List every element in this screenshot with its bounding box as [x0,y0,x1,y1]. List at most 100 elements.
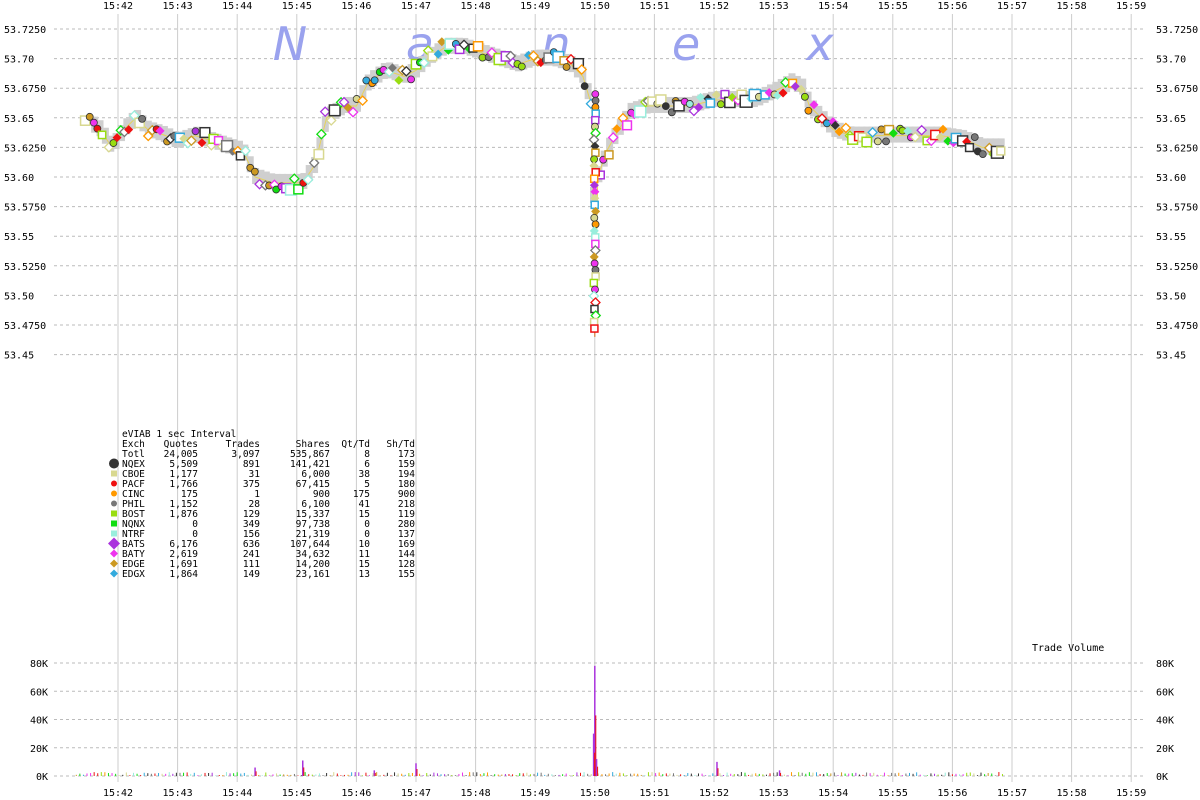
legend-cell: 156 [243,529,260,540]
legend-cell: 175 [181,489,198,500]
legend-cell: EDGE [122,559,145,570]
legend-cell: 636 [243,539,260,550]
legend-header: Shares [296,439,330,450]
quote-marker [978,150,987,159]
legend-cell: BATY [122,549,145,560]
legend-cell: 15 [359,559,370,570]
quote-marker [407,75,415,84]
legend-cell: 129 [243,509,260,520]
legend-cell: 1,766 [169,479,198,490]
legend-header: Sh/Td [386,439,415,450]
spread-band [268,173,276,190]
legend-swatch [110,549,118,558]
legend-cell: 5 [364,479,370,490]
quote-marker [607,132,619,143]
trade-marker [591,115,600,125]
time-tick-top: 15:46 [341,1,371,12]
quote-marker [85,112,94,121]
spread-band [273,173,281,190]
legend-cell: 375 [243,479,260,490]
quote-marker [254,178,265,190]
spread-band [922,126,930,143]
spread-band [284,173,292,190]
spread-band [713,91,721,108]
quote-marker [830,120,840,130]
volume-label: Trade Volume [1032,643,1104,654]
spread-band [981,138,989,155]
spread-band [252,168,260,184]
legend-cell: 0 [192,519,198,530]
quote-marker [357,95,369,107]
spread-band [391,64,399,81]
spread-band [160,125,168,142]
time-tick-top: 15:44 [222,1,252,12]
legend-cell: 5,509 [169,459,198,470]
spread-band [584,83,592,100]
spread-band [439,39,447,56]
quote-marker [612,124,622,134]
legend-cell: 1,177 [169,469,198,480]
quote-marker [711,90,721,100]
legend-cell: 0 [192,529,198,540]
time-axis: 15:42 15:42 15:43 15:43 15:44 15:44 15:45 15:45… [103,1,1146,799]
quote-trade-points [79,37,1006,337]
legend-cell: 23,161 [296,569,331,580]
legend-cell: 349 [243,519,260,530]
trade-marker [590,324,599,333]
legend-cell: 6,000 [301,469,330,480]
legend-cell: 6 [364,459,370,470]
legend-cell: 34,632 [296,549,330,560]
spread-band [895,126,903,143]
spread-band [203,130,211,147]
legend-cell: 24,005 [164,449,198,460]
trade-marker [621,120,633,131]
quote-marker [840,122,852,134]
legend-cell: 1,864 [169,569,198,580]
spread-band [536,49,544,66]
volume-tick-left: 40K [30,716,48,727]
price-tick-right: 53.60 [1156,173,1186,184]
legend-header: Trades [226,439,260,450]
quote-marker [89,118,98,127]
spread-band [407,64,415,81]
legend-swatch [110,559,118,568]
legend-swatch [108,537,120,550]
quote-marker [796,84,806,94]
legend-cell: 10 [359,539,371,550]
time-tick-top: 15:58 [1057,1,1087,12]
price-tick-left: 53.5250 [4,262,46,273]
quote-marker [394,75,404,85]
time-tick-top: 15:48 [461,1,491,12]
price-tick-left: 53.4750 [4,321,46,332]
legend-cell: 137 [398,529,415,540]
time-tick-top: 15:55 [878,1,908,12]
time-tick-bottom: 15:51 [639,788,669,799]
quote-marker [909,131,921,143]
volume-tick-right: 0K [1156,772,1168,783]
legend-cell: 15 [359,509,370,520]
quote-marker [433,49,443,59]
trade-marker [472,40,484,52]
quote-marker [816,113,828,124]
spread-band [278,173,286,190]
legend-cell: 128 [398,559,415,570]
trade-marker [964,142,975,153]
time-tick-bottom: 15:53 [759,788,789,799]
legend-cell: 1,876 [169,509,198,520]
volume-tick-left: 0K [36,772,48,783]
quote-marker [882,137,890,146]
legend-cell: 67,415 [296,479,330,490]
spread-band [777,78,785,95]
legend-cell: 1,691 [169,559,198,570]
quote-marker [400,65,412,77]
legend-cell: 900 [313,489,330,500]
volume-tick-right: 60K [1156,687,1174,698]
quote-marker [93,124,102,133]
quote-marker [589,180,599,190]
spread-band [482,45,490,62]
time-tick-bottom: 15:48 [461,788,491,799]
spread-band [520,53,528,70]
quote-marker [970,133,979,142]
